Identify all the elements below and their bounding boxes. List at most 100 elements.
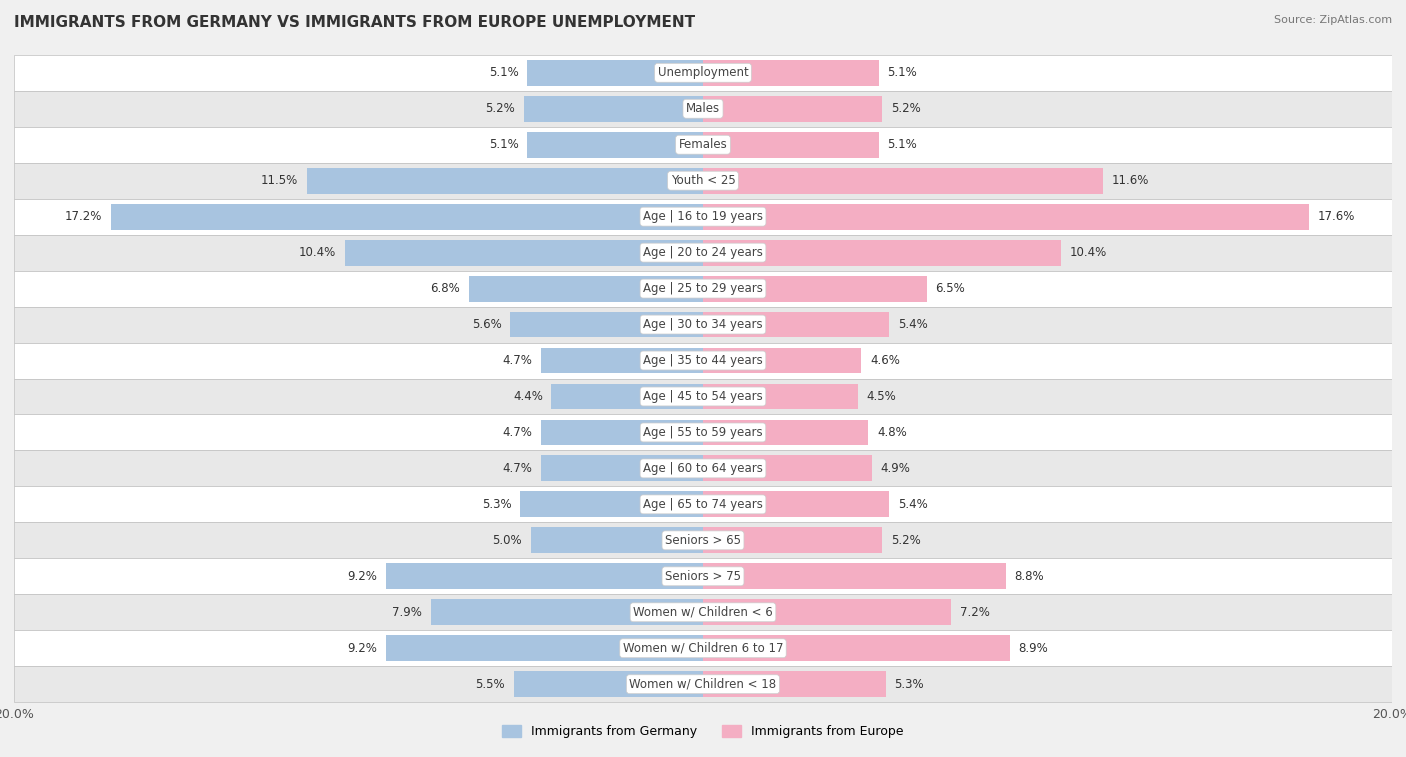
Bar [14, 342, 1392, 378]
Bar [527, 60, 703, 86]
Bar [703, 276, 927, 301]
Text: 17.6%: 17.6% [1317, 210, 1355, 223]
Text: 5.5%: 5.5% [475, 678, 505, 690]
Bar [14, 594, 1392, 631]
Text: Unemployment: Unemployment [658, 67, 748, 79]
Bar [703, 491, 889, 517]
Text: Age | 30 to 34 years: Age | 30 to 34 years [643, 318, 763, 331]
Text: 6.8%: 6.8% [430, 282, 460, 295]
Text: 7.2%: 7.2% [960, 606, 990, 618]
Text: Age | 35 to 44 years: Age | 35 to 44 years [643, 354, 763, 367]
Bar [14, 126, 1392, 163]
Bar [703, 384, 858, 410]
Text: Age | 16 to 19 years: Age | 16 to 19 years [643, 210, 763, 223]
Bar [520, 491, 703, 517]
Bar [703, 60, 879, 86]
Bar [703, 671, 886, 697]
Text: 5.2%: 5.2% [891, 534, 921, 547]
Bar [541, 347, 703, 373]
Text: 11.6%: 11.6% [1111, 174, 1149, 187]
Text: Women w/ Children < 6: Women w/ Children < 6 [633, 606, 773, 618]
Text: IMMIGRANTS FROM GERMANY VS IMMIGRANTS FROM EUROPE UNEMPLOYMENT: IMMIGRANTS FROM GERMANY VS IMMIGRANTS FR… [14, 15, 695, 30]
Text: 5.1%: 5.1% [887, 139, 917, 151]
Bar [703, 635, 1010, 661]
Text: 4.7%: 4.7% [502, 462, 533, 475]
Bar [14, 559, 1392, 594]
Bar [307, 168, 703, 194]
Bar [524, 96, 703, 122]
Bar [14, 163, 1392, 198]
Text: Males: Males [686, 102, 720, 115]
Text: Source: ZipAtlas.com: Source: ZipAtlas.com [1274, 15, 1392, 25]
Text: 4.4%: 4.4% [513, 390, 543, 403]
Text: Women w/ Children < 18: Women w/ Children < 18 [630, 678, 776, 690]
Bar [14, 235, 1392, 270]
Text: 4.9%: 4.9% [880, 462, 910, 475]
Bar [14, 55, 1392, 91]
Text: 5.2%: 5.2% [891, 102, 921, 115]
Text: 4.8%: 4.8% [877, 426, 907, 439]
Text: 4.7%: 4.7% [502, 426, 533, 439]
Text: Age | 20 to 24 years: Age | 20 to 24 years [643, 246, 763, 259]
Text: Age | 25 to 29 years: Age | 25 to 29 years [643, 282, 763, 295]
Text: 9.2%: 9.2% [347, 570, 377, 583]
Bar [14, 91, 1392, 126]
Bar [703, 240, 1062, 266]
Bar [510, 312, 703, 338]
Bar [14, 631, 1392, 666]
Text: 10.4%: 10.4% [1070, 246, 1107, 259]
Bar [14, 198, 1392, 235]
Text: 5.1%: 5.1% [887, 67, 917, 79]
Bar [14, 307, 1392, 342]
Bar [14, 415, 1392, 450]
Text: Females: Females [679, 139, 727, 151]
Bar [14, 450, 1392, 487]
Text: 7.9%: 7.9% [392, 606, 422, 618]
Bar [703, 96, 882, 122]
Bar [703, 312, 889, 338]
Bar [541, 456, 703, 481]
Bar [14, 666, 1392, 702]
Bar [14, 487, 1392, 522]
Bar [387, 563, 703, 589]
Bar [703, 347, 862, 373]
Bar [468, 276, 703, 301]
Text: Age | 65 to 74 years: Age | 65 to 74 years [643, 498, 763, 511]
Bar [111, 204, 703, 229]
Bar [430, 600, 703, 625]
Bar [703, 528, 882, 553]
Bar [703, 419, 869, 445]
Bar [541, 419, 703, 445]
Text: 4.5%: 4.5% [866, 390, 897, 403]
Bar [14, 378, 1392, 415]
Text: 8.9%: 8.9% [1018, 642, 1047, 655]
Text: 10.4%: 10.4% [299, 246, 336, 259]
Bar [527, 132, 703, 157]
Text: 9.2%: 9.2% [347, 642, 377, 655]
Text: Women w/ Children 6 to 17: Women w/ Children 6 to 17 [623, 642, 783, 655]
Text: 5.1%: 5.1% [489, 67, 519, 79]
Text: 5.0%: 5.0% [492, 534, 522, 547]
Text: Age | 55 to 59 years: Age | 55 to 59 years [643, 426, 763, 439]
Text: 17.2%: 17.2% [65, 210, 101, 223]
Bar [703, 168, 1102, 194]
Text: Youth < 25: Youth < 25 [671, 174, 735, 187]
Text: 8.8%: 8.8% [1015, 570, 1045, 583]
Bar [703, 132, 879, 157]
Text: Seniors > 75: Seniors > 75 [665, 570, 741, 583]
Bar [14, 270, 1392, 307]
Bar [531, 528, 703, 553]
Text: 11.5%: 11.5% [262, 174, 298, 187]
Bar [513, 671, 703, 697]
Text: 5.3%: 5.3% [894, 678, 924, 690]
Text: 4.7%: 4.7% [502, 354, 533, 367]
Bar [703, 204, 1309, 229]
Text: 5.4%: 5.4% [897, 318, 928, 331]
Text: 5.4%: 5.4% [897, 498, 928, 511]
Text: 5.6%: 5.6% [472, 318, 502, 331]
Bar [703, 456, 872, 481]
Text: 5.2%: 5.2% [485, 102, 515, 115]
Text: Age | 60 to 64 years: Age | 60 to 64 years [643, 462, 763, 475]
Bar [344, 240, 703, 266]
Bar [551, 384, 703, 410]
